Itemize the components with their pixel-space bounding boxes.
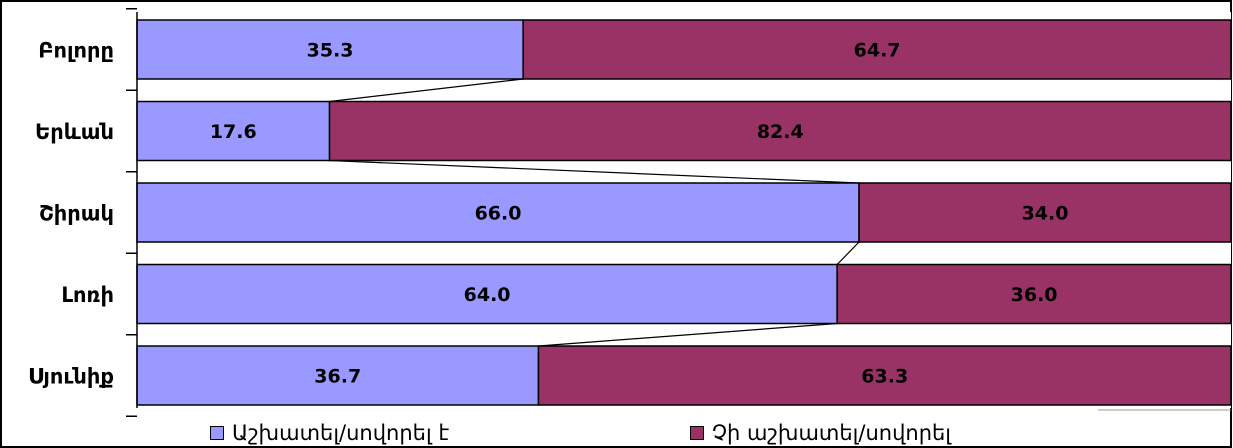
bar-not-worked-3 [836,263,1232,325]
legend-swatch-not-worked [690,426,704,440]
legend: Աշխատել/սովորել է Չի աշխատել/սովորել [0,419,1233,447]
bar-worked-0 [136,19,524,80]
bar-not-worked-2 [858,182,1232,243]
bar-worked-4 [136,345,540,406]
legend-item-not-worked: Չի աշխատել/սովորել [690,421,951,445]
legend-label-not-worked: Չի աշխատել/սովորել [712,421,952,445]
series-lines [329,78,860,347]
data-label-worked-4: 36.7 [314,366,361,388]
bar-not-worked-1 [328,100,1232,162]
category-label-0: Բոլորը [38,39,114,63]
data-label-not-worked-4: 63.3 [861,366,908,388]
data-label-not-worked-1: 82.4 [757,121,804,143]
category-label-4: Սյունիք [28,365,114,389]
category-labels: Բոլորը Երևան Շիրակ Լոռի Սյունիք [28,39,114,389]
category-label-2: Շիրակ [39,202,114,226]
bar-not-worked-4 [537,345,1232,406]
data-label-worked-1: 17.6 [210,121,257,143]
series-line-1 [329,159,860,184]
category-label-1: Երևան [35,120,114,144]
legend-swatch-worked [210,426,224,440]
category-label-3: Լոռի [61,283,114,307]
data-label-worked-3: 64.0 [464,284,511,306]
legend-item-worked: Աշխատել/սովորել է [210,421,449,445]
bar-not-worked-0 [522,19,1232,80]
data-label-not-worked-3: 36.0 [1011,284,1058,306]
bars [136,19,1232,406]
series-line-3 [538,322,838,347]
data-label-worked-0: 35.3 [307,40,354,62]
series-line-0 [329,78,524,103]
series-line-2 [836,241,860,265]
data-label-not-worked-2: 34.0 [1022,203,1069,225]
data-label-worked-2: 66.0 [475,203,522,225]
legend-label-worked: Աշխատել/սովորել է [232,421,450,445]
data-label-not-worked-0: 64.7 [854,40,901,62]
y-axis [126,8,138,417]
data-labels: 35.3 64.7 17.6 82.4 66.0 34.0 64.0 36.0 36.7 63.3 [210,40,1069,388]
